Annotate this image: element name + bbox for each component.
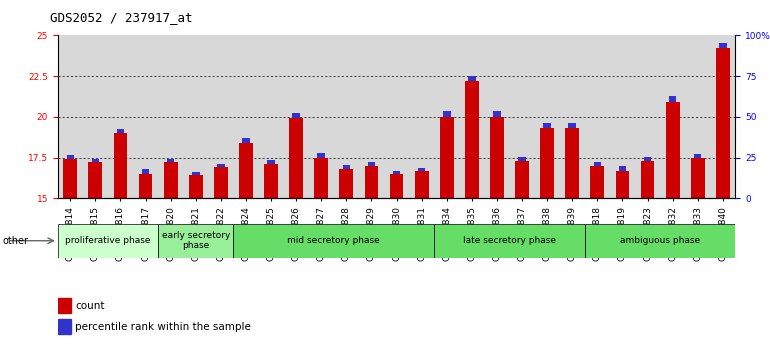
Bar <box>233 224 434 258</box>
Bar <box>114 133 127 198</box>
Bar <box>518 157 526 161</box>
Bar <box>615 171 629 198</box>
Bar <box>66 155 74 159</box>
Bar <box>440 117 454 198</box>
Bar <box>368 162 375 166</box>
Bar <box>214 167 228 198</box>
Text: other: other <box>2 236 28 246</box>
Bar <box>239 143 253 198</box>
Text: percentile rank within the sample: percentile rank within the sample <box>75 322 251 332</box>
Bar <box>691 158 705 198</box>
Bar <box>694 154 701 158</box>
Bar <box>343 165 350 169</box>
Bar <box>584 224 735 258</box>
Bar <box>443 112 450 117</box>
Bar <box>493 112 500 117</box>
Bar <box>142 169 149 174</box>
Bar <box>167 159 175 162</box>
Bar <box>92 159 99 162</box>
Bar <box>565 128 579 198</box>
Bar <box>641 161 654 198</box>
Bar <box>264 164 278 198</box>
Bar <box>468 75 476 81</box>
Bar <box>591 166 604 198</box>
Bar <box>189 176 203 198</box>
Bar <box>267 160 275 164</box>
Text: proliferative phase: proliferative phase <box>65 236 151 245</box>
Bar <box>644 156 651 161</box>
Bar <box>63 159 77 198</box>
Bar <box>340 169 353 198</box>
Text: GDS2052 / 237917_at: GDS2052 / 237917_at <box>50 11 192 24</box>
Bar <box>139 174 152 198</box>
Bar <box>58 319 71 334</box>
Bar <box>544 123 551 128</box>
Bar <box>618 166 626 171</box>
Bar <box>393 171 400 174</box>
Bar <box>89 162 102 198</box>
Bar <box>716 48 730 198</box>
Bar <box>415 171 429 198</box>
Bar <box>719 43 727 48</box>
Bar <box>317 153 325 158</box>
Bar <box>434 224 584 258</box>
Bar <box>158 224 233 258</box>
Text: count: count <box>75 301 105 311</box>
Bar <box>58 224 158 258</box>
Bar <box>669 96 676 102</box>
Bar <box>58 298 71 313</box>
Bar <box>541 128 554 198</box>
Bar <box>290 119 303 198</box>
Bar <box>594 162 601 166</box>
Bar <box>490 117 504 198</box>
Bar <box>192 172 199 176</box>
Text: early secretory
phase: early secretory phase <box>162 231 230 250</box>
Bar <box>164 162 178 198</box>
Text: ambiguous phase: ambiguous phase <box>620 236 700 245</box>
Bar <box>364 166 378 198</box>
Bar <box>243 138 249 143</box>
Bar <box>418 168 425 171</box>
Text: mid secretory phase: mid secretory phase <box>287 236 380 245</box>
Bar <box>217 164 225 167</box>
Bar <box>390 174 403 198</box>
Bar <box>293 113 300 119</box>
Bar <box>117 129 124 133</box>
Bar <box>314 158 328 198</box>
Bar <box>465 81 479 198</box>
Bar <box>568 123 576 128</box>
Text: late secretory phase: late secretory phase <box>463 236 556 245</box>
Bar <box>515 161 529 198</box>
Bar <box>666 102 679 198</box>
